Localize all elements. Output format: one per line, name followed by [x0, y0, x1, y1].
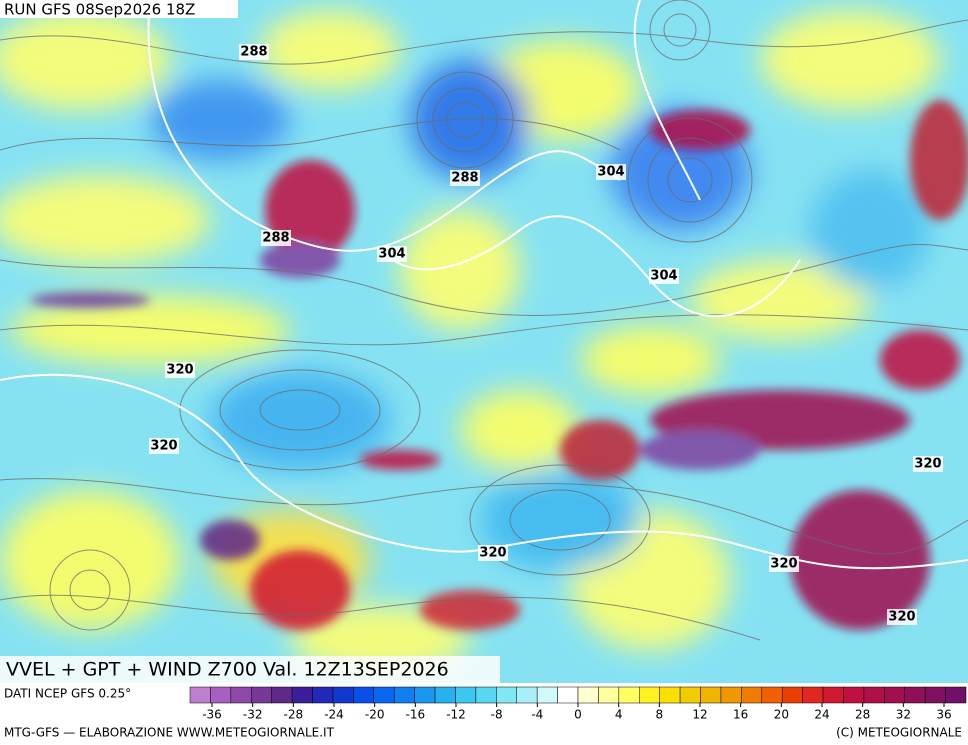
- color-swatch: [455, 686, 477, 704]
- tick-label: -36: [202, 708, 222, 722]
- contour-label: 320: [770, 557, 797, 572]
- color-swatch: [639, 686, 660, 704]
- tick-label: 8: [656, 708, 664, 722]
- contour-label-box: [596, 164, 626, 180]
- map: [0, 0, 968, 683]
- color-swatch: [945, 686, 967, 704]
- contour-label: 320: [479, 546, 506, 561]
- footer-right: (C) METEOGIORNALE: [836, 726, 962, 740]
- contour-labels: 288 288 288 304 304 304 320 320 320 320 320 320: [149, 44, 943, 625]
- tick-label: 36: [936, 708, 951, 722]
- color-swatch: [496, 686, 517, 704]
- color-swatch: [802, 686, 824, 704]
- color-swatch: [700, 686, 722, 704]
- color-swatch: [210, 686, 232, 704]
- tick-label: -8: [491, 708, 503, 722]
- color-swatch: [659, 686, 681, 704]
- colorbar: -36 -32 -28 -24 -20 -16 -12 -8 -4 0 4 8 12 16 20 24 28 32…: [189, 686, 967, 722]
- run-label: RUN GFS 08Sep2026 18Z: [4, 1, 195, 19]
- contour-label: 288: [240, 45, 267, 60]
- tick-label: -20: [365, 708, 385, 722]
- color-swatch: [761, 686, 783, 704]
- color-swatch: [863, 686, 885, 704]
- footer-left: MTG-GFS — ELABORAZIONE WWW.METEOGIORNALE…: [4, 726, 335, 740]
- color-swatch: [393, 686, 415, 704]
- contour-label-box: [478, 545, 508, 561]
- color-swatch: [741, 686, 763, 704]
- title-box: [0, 656, 500, 683]
- color-swatch: [557, 686, 579, 704]
- contour-label-box: [649, 268, 679, 284]
- color-swatch: [271, 686, 293, 704]
- contour-label-box: [165, 362, 195, 378]
- color-swatch: [373, 686, 395, 704]
- color-swatch: [251, 686, 272, 704]
- color-swatch: [843, 686, 865, 704]
- tick-label: -16: [406, 708, 426, 722]
- contour-label: 288: [451, 171, 478, 186]
- color-swatch: [577, 686, 599, 704]
- source-label: DATI NCEP GFS 0.25°: [4, 687, 131, 701]
- color-swatch: [312, 686, 334, 704]
- tick-label: 4: [615, 708, 623, 722]
- map-title: VVEL + GPT + WIND Z700 Val. 12Z13SEP2026: [6, 659, 449, 681]
- tick-label: 20: [774, 708, 789, 722]
- contour-label: 304: [378, 247, 405, 262]
- tick-label: 28: [855, 708, 870, 722]
- contour-label: 288: [262, 231, 289, 246]
- color-swatch: [230, 686, 252, 704]
- tick-label: -12: [446, 708, 466, 722]
- color-swatch: [189, 686, 211, 704]
- contour-label-box: [149, 438, 179, 454]
- contour-label-box: [261, 230, 291, 246]
- tick-label: -24: [324, 708, 344, 722]
- tick-label: 16: [733, 708, 748, 722]
- color-swatch: [822, 686, 844, 704]
- tick-label: 0: [574, 708, 582, 722]
- contour-label: 304: [650, 269, 677, 284]
- color-swatch: [679, 686, 701, 704]
- contour-label: 320: [166, 363, 193, 378]
- run-box: [0, 0, 238, 18]
- color-swatch: [720, 686, 742, 704]
- color-swatch: [536, 686, 558, 704]
- contour-label: 320: [888, 610, 915, 625]
- contour-label-box: [450, 170, 480, 186]
- contour-label-box: [887, 609, 917, 625]
- contour-label-box: [239, 44, 269, 60]
- color-swatch: [618, 686, 640, 704]
- color-swatch: [332, 686, 354, 704]
- color-swatch: [516, 686, 538, 704]
- color-swatch: [475, 686, 497, 704]
- color-swatch: [924, 686, 946, 704]
- color-swatch: [434, 686, 456, 704]
- color-swatch: [598, 686, 620, 704]
- tick-label: 24: [814, 708, 829, 722]
- tick-label: -28: [284, 708, 304, 722]
- contour-label: 320: [914, 457, 941, 472]
- contour-label-box: [913, 456, 943, 472]
- color-swatch: [884, 686, 905, 704]
- contour-label: 304: [597, 165, 624, 180]
- tick-label: 12: [692, 708, 707, 722]
- tick-label: -32: [243, 708, 263, 722]
- color-swatch: [414, 686, 436, 704]
- color-swatch: [291, 686, 313, 704]
- contour-label: 320: [150, 439, 177, 454]
- tick-label: 32: [896, 708, 911, 722]
- color-swatch: [781, 686, 803, 704]
- contour-label-box: [377, 246, 407, 262]
- contour-label-box: [769, 556, 799, 572]
- color-swatch: [353, 686, 375, 704]
- tick-label: -4: [531, 708, 543, 722]
- color-swatch: [904, 686, 926, 704]
